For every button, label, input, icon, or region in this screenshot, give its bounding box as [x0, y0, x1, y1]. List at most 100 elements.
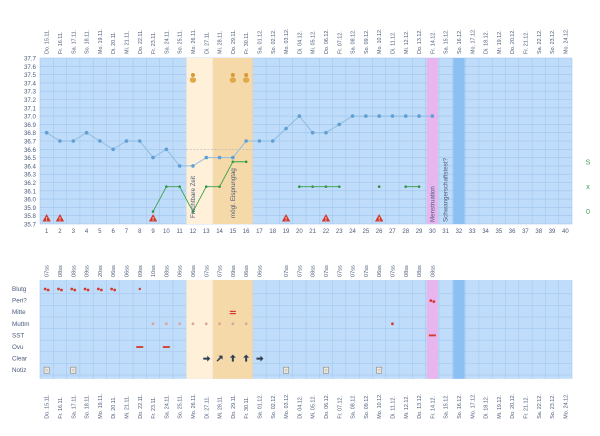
date-label-top: So. 23.12.	[550, 29, 556, 54]
vertical-note: Schwangerschaftstest?	[443, 157, 450, 222]
date-label-top: Sa. 08.12.	[351, 29, 357, 54]
intercourse-icon	[244, 73, 249, 77]
time-label: 07ss	[390, 265, 396, 277]
time-label: 06ss	[377, 265, 383, 277]
row-label: Clear	[12, 356, 27, 363]
y-tick-label: 37.6	[24, 64, 37, 71]
bleeding-mark	[99, 288, 103, 292]
y-tick-label: 37.2	[24, 97, 37, 104]
temperature-point	[270, 139, 275, 143]
temperature-point	[324, 130, 328, 135]
y-tick-label: 36.5	[24, 155, 37, 162]
time-label: 10ss	[151, 265, 157, 277]
date-label-top: Mi. 12.12.	[404, 30, 410, 54]
y-tick-label: 37.1	[24, 105, 37, 112]
test-mark	[136, 346, 144, 348]
lh-point	[377, 185, 381, 188]
date-label-bottom: Do. 06.12.	[324, 394, 330, 419]
y-tick-label: 36.8	[24, 130, 37, 137]
date-label-top: Mi. 19.12.	[497, 30, 503, 54]
warning-icon	[148, 214, 158, 222]
date-label-bottom: Do. 13.12.	[417, 394, 423, 419]
time-label: 08ss	[71, 265, 77, 277]
date-label-bottom: So. 16.12.	[457, 394, 463, 419]
cycle-day-label: 12	[190, 229, 197, 235]
warning-icon	[374, 214, 384, 222]
cycle-day-label: 7	[125, 229, 129, 235]
cycle-day-label: 40	[562, 229, 569, 235]
lh-level-label: 0	[586, 209, 590, 216]
y-tick-label: 36.9	[24, 122, 37, 129]
lh-level-label: x	[586, 184, 590, 191]
date-label-top: Fr. 30.11.	[244, 32, 250, 54]
y-tick-label: 36.2	[24, 180, 37, 187]
warning-icon: !	[378, 217, 380, 223]
intercourse-icon	[229, 77, 237, 83]
date-label-top: Do. 15.11.	[45, 30, 51, 54]
bleeding-mark	[73, 288, 77, 292]
cervix-mark	[204, 322, 208, 326]
time-label: 08ss	[164, 265, 170, 277]
temperature-point	[430, 114, 435, 118]
intercourse-icon	[190, 73, 195, 77]
date-label-bottom: Di. 11.12.	[390, 396, 396, 419]
cycle-day-label: 23	[336, 229, 343, 235]
temperature-point	[217, 155, 222, 160]
time-label: 08ss	[311, 265, 317, 277]
period-band	[426, 58, 438, 224]
date-label-top: Mo. 10.12.	[377, 29, 383, 54]
bleeding-mark	[60, 288, 63, 292]
lh-level-label: S	[586, 159, 591, 166]
date-label-top: Mo. 26.11.	[191, 29, 197, 54]
midcycle-mark	[229, 313, 236, 315]
y-tick-label: 35.7	[24, 222, 37, 229]
chart-labels: 37.737.637.537.4 37.337.237.1 37.036.936.8…	[12, 29, 591, 419]
time-label: 08ss	[430, 265, 436, 277]
temperature-point	[310, 130, 315, 135]
date-label-top: Mi. 21.11.	[124, 31, 130, 54]
cycle-day-label: 32	[456, 229, 463, 235]
cervix-mark	[151, 322, 155, 326]
date-label-bottom: Sa. 15.12.	[444, 394, 450, 419]
cycle-day-label: 11	[177, 229, 184, 235]
date-label-bottom: Di. 20.11.	[111, 396, 117, 419]
bleeding-mark	[86, 288, 90, 292]
cervix-mark	[244, 322, 248, 326]
cycle-day-label: 36	[509, 229, 516, 235]
date-label-top: Do. 22.11.	[138, 30, 144, 54]
intercourse-icon	[242, 77, 250, 83]
chart-grid	[39, 57, 573, 379]
date-label-bottom: Mi. 21.11.	[124, 396, 130, 419]
date-label-bottom: Sa. 24.11.	[164, 395, 170, 419]
cervix-mark	[231, 322, 235, 326]
date-label-top: Mo. 03.12.	[284, 29, 290, 54]
bleeding-mark	[83, 287, 87, 291]
cycle-day-label: 31	[442, 229, 449, 235]
temperature-point	[297, 114, 302, 118]
warning-icon: !	[46, 217, 48, 223]
cycle-day-label: 6	[111, 229, 115, 235]
cycle-day-label: 13	[203, 229, 210, 235]
time-label: 07ss	[218, 265, 224, 277]
y-tick-label: 36.3	[24, 172, 37, 179]
date-label-top: Mi. 05.12.	[311, 30, 317, 54]
cycle-day-label: 26	[376, 229, 383, 235]
temperature-point	[390, 114, 395, 118]
y-tick-label: 35.9	[24, 205, 37, 212]
y-tick-label: 37.3	[24, 89, 37, 96]
date-label-top: Sa. 22.12.	[537, 29, 543, 54]
warning-icon: !	[59, 217, 61, 223]
temperature-point	[84, 130, 89, 135]
date-label-bottom: Mi. 28.11.	[218, 396, 224, 419]
time-label: 20ss	[98, 265, 104, 277]
row-label: Ovu	[12, 344, 24, 351]
date-label-bottom: Mo. 03.12.	[284, 393, 290, 418]
date-label-top: So. 18.11.	[85, 30, 91, 54]
note-icon	[376, 366, 383, 374]
chart-marks: !!!!!!	[42, 73, 436, 374]
vertical-note: mögl. Eisprungtag	[230, 168, 237, 218]
date-label-bottom: Sa. 22.12.	[537, 394, 543, 419]
date-label-bottom: Di. 18.12.	[484, 396, 490, 419]
temperature-point	[403, 114, 408, 118]
date-label-top: Fr. 07.12.	[337, 31, 343, 54]
